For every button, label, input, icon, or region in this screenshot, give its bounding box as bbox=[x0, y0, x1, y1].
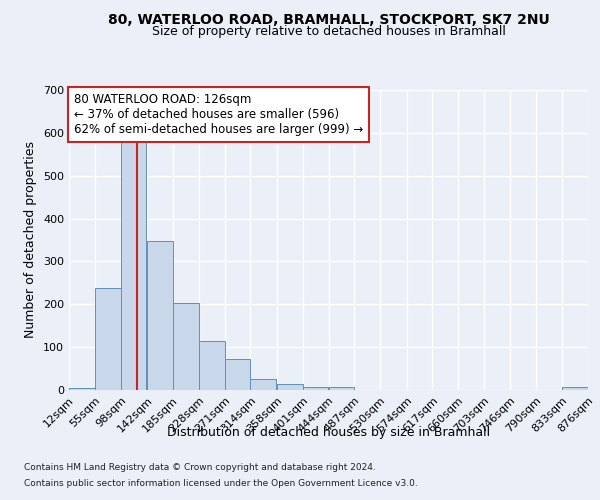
Bar bbox=[329, 387, 355, 390]
Text: Contains HM Land Registry data © Crown copyright and database right 2024.: Contains HM Land Registry data © Crown c… bbox=[24, 464, 376, 472]
Text: Contains public sector information licensed under the Open Government Licence v3: Contains public sector information licen… bbox=[24, 478, 418, 488]
Bar bbox=[302, 386, 329, 390]
Text: 80 WATERLOO ROAD: 126sqm
← 37% of detached houses are smaller (596)
62% of semi-: 80 WATERLOO ROAD: 126sqm ← 37% of detach… bbox=[74, 93, 364, 136]
Bar bbox=[95, 288, 121, 390]
Bar bbox=[224, 359, 250, 390]
Bar bbox=[250, 380, 276, 390]
Y-axis label: Number of detached properties: Number of detached properties bbox=[25, 142, 37, 338]
Bar bbox=[562, 386, 588, 390]
Text: Size of property relative to detached houses in Bramhall: Size of property relative to detached ho… bbox=[152, 25, 506, 38]
Text: 80, WATERLOO ROAD, BRAMHALL, STOCKPORT, SK7 2NU: 80, WATERLOO ROAD, BRAMHALL, STOCKPORT, … bbox=[108, 12, 550, 26]
Bar bbox=[121, 137, 146, 390]
Bar bbox=[199, 340, 224, 390]
Bar bbox=[69, 388, 95, 390]
Bar bbox=[173, 304, 199, 390]
Text: Distribution of detached houses by size in Bramhall: Distribution of detached houses by size … bbox=[167, 426, 490, 439]
Bar bbox=[277, 384, 302, 390]
Bar bbox=[147, 241, 173, 390]
